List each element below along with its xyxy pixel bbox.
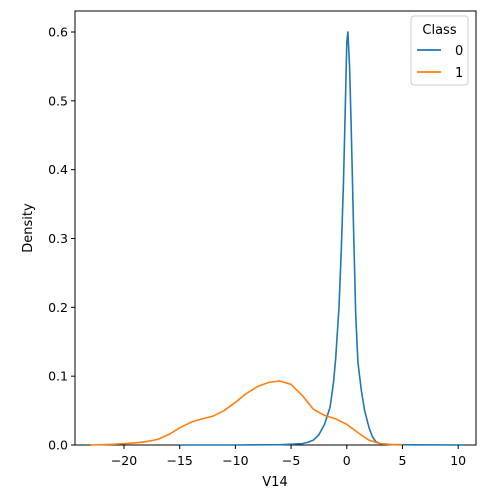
legend-label-class-0: 0 — [455, 44, 463, 59]
x-tick-label: 10 — [450, 453, 466, 468]
x-tick-label: 5 — [399, 453, 407, 468]
x-tick-label: −5 — [282, 453, 300, 468]
legend: Class 01 — [410, 15, 469, 86]
y-tick-label: 0.2 — [48, 300, 68, 315]
series-line-class-1 — [90, 380, 403, 446]
y-tick-label: 0.4 — [48, 162, 68, 177]
y-tick-label: 0.5 — [48, 93, 68, 108]
y-tick-label: 0.0 — [48, 438, 68, 453]
series-line-class-0 — [179, 31, 464, 446]
x-tick-label: −20 — [111, 453, 137, 468]
y-axis-label: Density — [21, 203, 36, 253]
x-axis-label: V14 — [262, 475, 287, 490]
y-tick-label: 0.3 — [48, 231, 68, 246]
legend-entries: 01 — [417, 44, 463, 81]
series-layer — [90, 31, 464, 446]
y-axis-ticks: 0.0 0.1 0.2 0.3 0.4 0.5 0.6 — [48, 24, 75, 453]
legend-title: Class — [422, 23, 456, 38]
legend-label-class-1: 1 — [455, 66, 463, 81]
y-tick-label: 0.1 — [48, 369, 68, 384]
y-tick-label: 0.6 — [48, 24, 68, 39]
x-axis-ticks: −20 −15 −10 −5 0 5 10 — [111, 445, 466, 468]
x-tick-label: −15 — [167, 453, 193, 468]
x-tick-label: 0 — [343, 453, 351, 468]
x-tick-label: −10 — [222, 453, 248, 468]
